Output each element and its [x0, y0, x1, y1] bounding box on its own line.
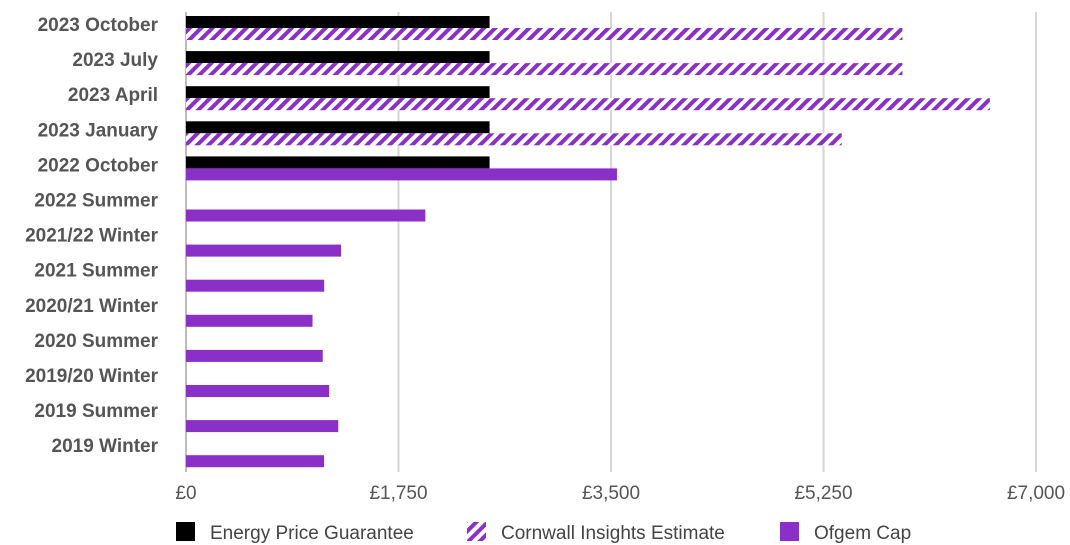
x-tick-label: £1,750	[369, 483, 427, 504]
category-label: 2019 Summer	[34, 401, 158, 422]
category-label: 2020/21 Winter	[25, 296, 159, 317]
x-tick-label: £3,500	[582, 483, 640, 504]
bar-energy-price-guarantee	[186, 16, 490, 28]
bar-ofgem-cap	[186, 279, 325, 292]
category-label: 2022 October	[38, 155, 159, 176]
bar-cornwall-insights-estimate	[186, 28, 903, 40]
category-labels: 2023 October 2023 July 2023 April 2023 Janu…	[25, 15, 159, 457]
bar-cornwall-insights-estimate	[186, 98, 990, 111]
legend-swatch	[780, 522, 799, 541]
bar-energy-price-guarantee	[186, 86, 490, 99]
bar-ofgem-cap	[186, 168, 617, 181]
bar-energy-price-guarantee	[186, 121, 490, 134]
legend-swatch	[467, 522, 486, 541]
legend-swatch	[176, 522, 195, 541]
bar-ofgem-cap	[186, 349, 323, 362]
bar-energy-price-guarantee	[186, 156, 490, 169]
category-label: 2023 October	[38, 15, 159, 36]
category-label: 2019/20 Winter	[25, 366, 159, 387]
bar-cornwall-insights-estimate	[186, 63, 903, 76]
bar-ofgem-cap	[186, 385, 330, 397]
x-axis-tick-labels: £0 £1,750 £3,500 £5,250 £7,000	[175, 483, 1065, 504]
bar-ofgem-cap	[186, 244, 342, 257]
category-label: 2023 July	[72, 50, 158, 71]
grid-lines	[185, 12, 1037, 472]
legend-label: Ofgem Cap	[814, 523, 911, 544]
bar-ofgem-cap	[186, 314, 313, 327]
legend: Energy Price Guarantee Cornwall Insights …	[176, 522, 911, 544]
bars	[186, 16, 990, 468]
legend-label: Cornwall Insights Estimate	[501, 523, 725, 544]
category-label: 2023 January	[38, 120, 159, 141]
category-label: 2022 Summer	[34, 191, 158, 212]
category-label: 2023 April	[68, 85, 158, 106]
x-tick-label: £7,000	[1007, 483, 1065, 504]
bar-ofgem-cap	[186, 420, 339, 433]
x-tick-label: £5,250	[794, 483, 852, 504]
category-label: 2019 Winter	[52, 436, 159, 457]
bar-ofgem-cap	[186, 455, 325, 468]
bar-energy-price-guarantee	[186, 51, 490, 64]
category-label: 2021 Summer	[34, 261, 158, 282]
bar-ofgem-cap	[186, 209, 426, 222]
x-tick-label: £0	[175, 483, 196, 504]
category-label: 2021/22 Winter	[25, 226, 159, 247]
legend-label: Energy Price Guarantee	[210, 523, 414, 544]
category-label: 2020 Summer	[34, 331, 158, 352]
bar-cornwall-insights-estimate	[186, 133, 842, 146]
